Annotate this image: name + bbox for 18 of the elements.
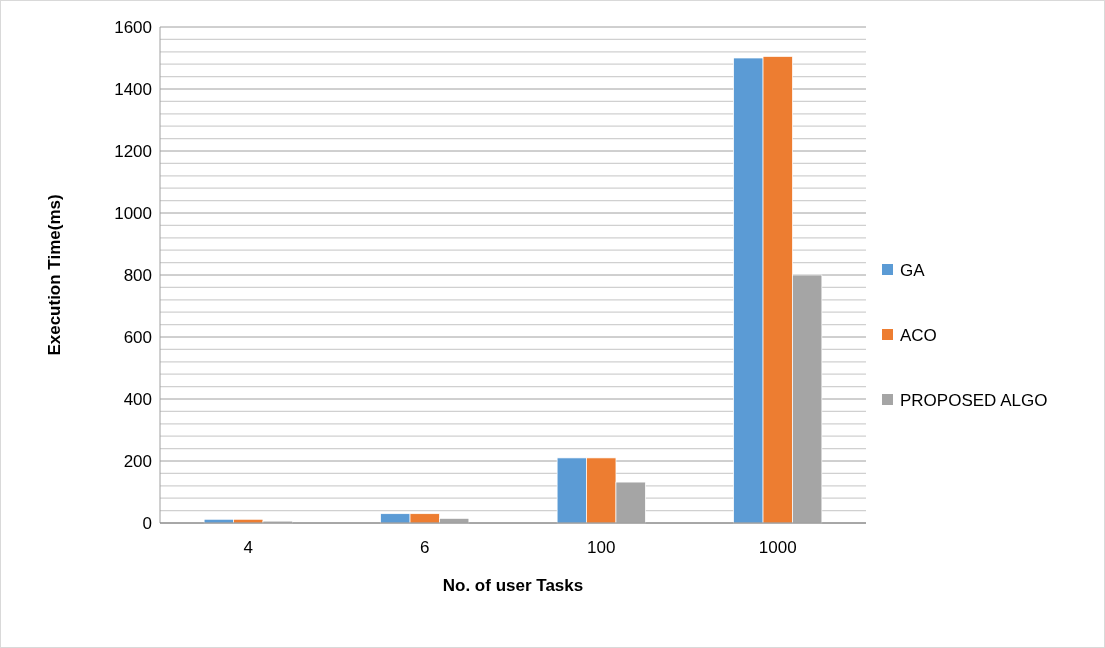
y-tick-label: 1600: [114, 17, 152, 37]
x-tick-label: 4: [243, 538, 253, 557]
y-tick-label: 200: [123, 451, 152, 471]
legend-label: GA: [900, 260, 926, 280]
y-tick-label: 800: [123, 265, 152, 285]
y-tick-label: 400: [123, 389, 152, 409]
x-axis-title: No. of user Tasks: [442, 576, 584, 595]
y-axis-title: Execution Time(ms): [45, 194, 64, 356]
x-tick-label: 100: [587, 538, 616, 557]
x-tick-label: 6: [420, 538, 430, 557]
x-tick-label: 1000: [758, 538, 797, 557]
legend-label: PROPOSED ALGO: [900, 390, 1048, 410]
legend-label: ACO: [900, 325, 937, 345]
y-tick-label: 1400: [114, 79, 152, 99]
y-tick-label: 600: [123, 327, 152, 347]
y-tick-label: 0: [142, 513, 152, 533]
y-tick-label: 1200: [114, 141, 152, 161]
y-tick-label: 1000: [114, 203, 152, 223]
